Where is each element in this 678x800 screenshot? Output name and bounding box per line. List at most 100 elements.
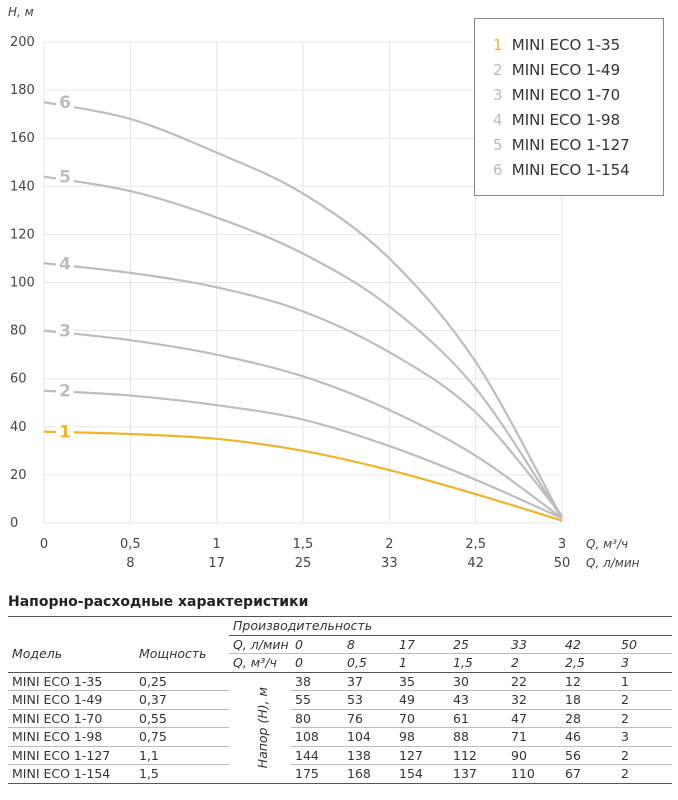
value-cell: 67	[561, 764, 617, 784]
chart-legend: 1 MINI ECO 1-35 2 MINI ECO 1-49 3 MINI E…	[474, 18, 664, 196]
model-cell: MINI ECO 1-49	[8, 690, 135, 710]
x-axis-ticks: 0 0,5 1 1,5 2 2,5 3 8 17 25 33 42 50	[40, 537, 570, 571]
value-cell: 3	[617, 727, 672, 747]
curve-label-bg	[56, 253, 74, 272]
y-tick-label: 140	[10, 179, 35, 194]
y-axis-ticks: 0 20 40 60 80 100 120 140 160 180 200	[10, 35, 35, 531]
table-row: MINI ECO 1-35 0,25 Напор (Н), м 38 37 35 30 2 2 1…	[8, 672, 672, 784]
value-cell: 110	[507, 764, 561, 784]
lmin-cell: 50	[617, 635, 672, 654]
legend-item: 3 MINI ECO 1-70	[493, 83, 663, 108]
value-cell: 56	[561, 746, 617, 765]
series-line-6	[43, 101, 563, 519]
legend-item: 4 MINI ECO 1-98	[493, 108, 663, 133]
legend-label: MINI ECO 1-127	[511, 136, 630, 154]
table-row: MINI ECO 1-49 0,37 55 53 49 43 32 18 2	[8, 690, 672, 710]
model-cell: MINI ECO 1-127	[8, 746, 135, 765]
value-cell: 32	[507, 690, 561, 710]
table-row: MINI ECO 1-154 1,5 175 168 154 137 110 67 2	[8, 764, 672, 784]
lmin-cell: 8	[343, 635, 395, 654]
y-tick-label: 40	[10, 420, 27, 435]
performance-table: Производительность Модель Мощность Q, л/…	[8, 616, 672, 784]
series-line-2	[43, 389, 563, 520]
lmin-label: Q, л/мин	[229, 635, 291, 654]
legend-number: 6	[493, 161, 503, 179]
series-line-5	[43, 175, 563, 519]
curve-label-3: 3	[59, 322, 71, 342]
curve-label-5: 5	[59, 168, 71, 188]
model-cell: MINI ECO 1-154	[8, 764, 135, 784]
value-cell: 154	[395, 764, 449, 784]
value-cell: 76	[343, 709, 395, 728]
perf-header: Производительность	[229, 616, 672, 636]
table-row: MINI ECO 1-98 0,75 108 104 98 88 71 46 3	[8, 727, 672, 747]
x2-tick-label: 42	[467, 556, 484, 571]
value-cell: 108	[291, 727, 343, 747]
value-cell: 2	[617, 709, 672, 728]
m3h-cell: 1,5	[449, 653, 507, 673]
m3h-cell: 1	[395, 653, 449, 673]
x2-tick-label: 25	[295, 556, 312, 571]
value-cell: 49	[395, 690, 449, 710]
series-line-1	[43, 430, 563, 522]
y-tick-label: 20	[10, 468, 27, 483]
value-cell: 1	[617, 672, 672, 691]
y-tick-label: 60	[10, 372, 27, 387]
power-header: Мощность	[135, 635, 229, 673]
legend-number: 5	[493, 136, 503, 154]
value-cell: 80	[291, 709, 343, 728]
x-tick-label: 1,5	[293, 537, 314, 552]
value-cell: 43	[449, 690, 507, 710]
y-tick-label: 120	[10, 227, 35, 242]
value-cell: 38	[291, 672, 343, 691]
value-cell: 88	[449, 727, 507, 747]
power-cell: 0,25	[135, 672, 229, 691]
x2-tick-label: 8	[126, 556, 134, 571]
value-cell: 90	[507, 746, 561, 765]
value-cell: 137	[449, 764, 507, 784]
legend-label: MINI ECO 1-70	[511, 86, 621, 104]
m3h-cell: 0	[291, 653, 343, 673]
x2-tick-label: 33	[381, 556, 398, 571]
value-cell: 47	[507, 709, 561, 728]
x-tick-label: 0,5	[120, 537, 141, 552]
value-cell: 28	[561, 709, 617, 728]
value-cell: 2	[617, 764, 672, 784]
x-tick-label: 1	[213, 537, 221, 552]
curve-label-1: 1	[59, 423, 71, 443]
y-tick-label: 0	[10, 516, 18, 531]
model-cell: MINI ECO 1-35	[8, 672, 135, 691]
model-header: Модель	[8, 635, 135, 673]
head-label: Напор (Н), м	[254, 686, 270, 769]
value-cell: 35	[395, 672, 449, 691]
chart-grid	[43, 41, 563, 524]
y-tick-label: 180	[10, 83, 35, 98]
chart-curves: 2 3 4 5 6 1	[43, 92, 563, 522]
x2-tick-label: 50	[554, 556, 571, 571]
lmin-cell: 33	[507, 635, 561, 654]
value-cell: 37	[343, 672, 395, 691]
x-axis-primary-label: Q, м³/ч	[586, 537, 628, 551]
y-tick-label: 160	[10, 131, 35, 146]
value-cell: 168	[343, 764, 395, 784]
value-cell: 144	[291, 746, 343, 765]
legend-item: 2 MINI ECO 1-49	[493, 58, 663, 83]
value-cell: 127	[395, 746, 449, 765]
value-cell: 55	[291, 690, 343, 710]
legend-number: 2	[493, 61, 503, 79]
power-cell: 0,75	[135, 727, 229, 747]
m3h-cell: 3	[617, 653, 672, 673]
curve-label-bg	[56, 421, 74, 440]
head-label-cell: Напор (Н), м	[229, 672, 291, 784]
legend-label: MINI ECO 1-154	[511, 161, 630, 179]
legend-label: MINI ECO 1-35	[511, 36, 621, 54]
legend-number: 4	[493, 111, 503, 129]
value-cell: 30	[449, 672, 507, 691]
pump-curve-chart: 0 20 40 60 80 100 120 140 160 180 200 0 0,5 1 1,5 2 2,5…	[8, 5, 640, 571]
curve-label-bg	[56, 320, 74, 339]
value-cell: 71	[507, 727, 561, 747]
curve-label-bg	[56, 380, 74, 399]
lmin-cell: 25	[449, 635, 507, 654]
y-axis-label: H, м	[8, 5, 34, 19]
value-cell: 175	[291, 764, 343, 784]
